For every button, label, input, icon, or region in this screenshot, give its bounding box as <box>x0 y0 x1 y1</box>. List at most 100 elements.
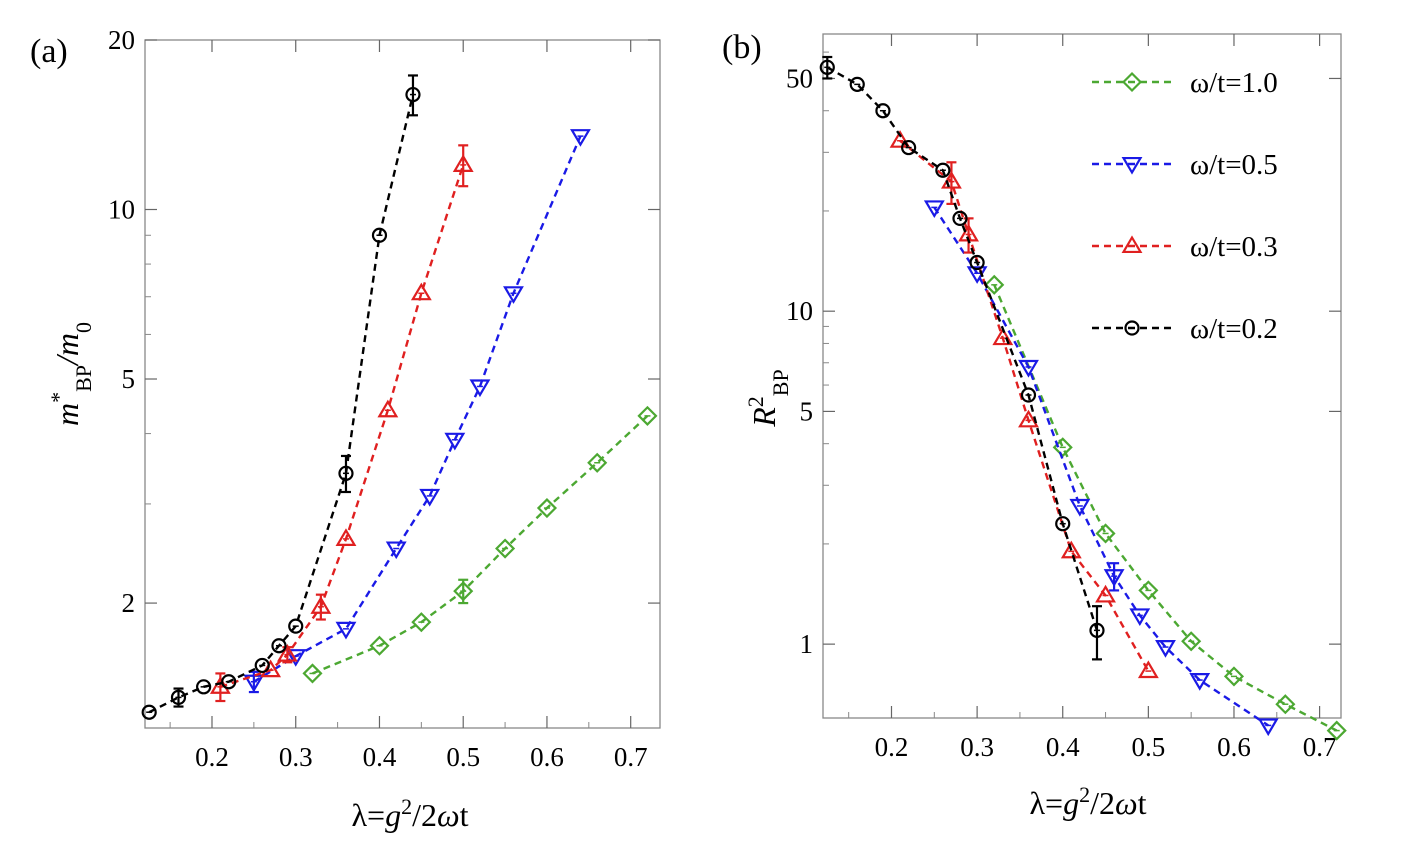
b-series-3-point-7 <box>1020 387 1037 403</box>
b-series-0-line <box>993 284 1338 732</box>
b-series-1-point-5 <box>1129 608 1151 627</box>
legend-marker-1 <box>1121 156 1143 175</box>
b-series-1-point-4 <box>1103 569 1125 587</box>
a-x-tick-label-5: 0.7 <box>614 742 648 772</box>
b-series-0-point-6 <box>1275 694 1296 715</box>
a-series-1-point-8 <box>570 129 591 147</box>
b-series-2-point-7 <box>1137 660 1159 679</box>
a-x-tick-label-3: 0.5 <box>446 742 480 772</box>
b-series-1-point-0 <box>923 200 945 219</box>
panel-a-axis-ticks: 0.2 0.3 0.4 0.5 0.6 0.7 2 5 10 20 <box>108 25 660 772</box>
b-y-tick-label-3: 50 <box>786 63 813 93</box>
a-series-0-point-6 <box>587 452 608 473</box>
panel-b-plot-frame <box>822 33 1342 719</box>
a-series-3-point-9 <box>405 86 421 103</box>
b-series-2-point-0 <box>889 130 911 148</box>
panel-b-xlabel: λ=g2/2ωt <box>1030 782 1147 822</box>
b-y-tick-label-0: 1 <box>800 629 814 659</box>
a-series-1-point-0 <box>243 674 265 693</box>
b-series-0-point-4 <box>1181 631 1202 652</box>
b-series-3-point-3 <box>901 139 917 156</box>
a-series-1 <box>243 129 591 694</box>
a-series-2-point-3 <box>310 596 332 614</box>
b-series-2 <box>889 130 1159 679</box>
b-series-3-point-2 <box>875 103 891 119</box>
a-series-0-point-5 <box>536 497 558 519</box>
panel-a-label: (a) <box>30 33 68 70</box>
b-series-2-line <box>899 139 1150 672</box>
a-series-1-point-4 <box>419 488 441 507</box>
b-series-3-point-4 <box>935 162 951 178</box>
b-series-3-line <box>826 66 1099 631</box>
b-series-3-point-9 <box>1089 622 1105 638</box>
b-series-1-point-3 <box>1069 498 1091 517</box>
a-series-3-point-8 <box>371 227 388 243</box>
legend-label-3: ω/t=0.2 <box>1190 313 1278 345</box>
panel-b-series <box>819 55 1347 741</box>
a-series-2 <box>209 144 474 703</box>
a-series-2-point-7 <box>452 154 474 172</box>
b-series-3-point-0 <box>819 59 835 75</box>
a-series-3-point-5 <box>271 638 287 654</box>
b-series-0-point-7 <box>1326 720 1347 741</box>
a-series-1-point-2 <box>335 621 357 640</box>
b-series-1-point-8 <box>1257 718 1279 737</box>
b-x-tick-label-1: 0.3 <box>960 732 994 762</box>
a-series-2-line <box>219 164 465 688</box>
panel-a-ylabel: m*BP/m0 <box>46 322 96 426</box>
b-series-1-point-7 <box>1189 673 1211 691</box>
a-series-1-point-1 <box>285 649 307 667</box>
b-series-2-point-3 <box>992 327 1014 346</box>
a-series-0-point-1 <box>369 635 390 656</box>
a-series-0-point-3 <box>453 581 474 602</box>
a-series-1-point-6 <box>469 379 491 398</box>
legend-marker-2 <box>1121 235 1143 254</box>
a-series-3 <box>141 74 421 720</box>
b-y-tick-label-2: 10 <box>786 296 813 326</box>
panel-a-series <box>141 74 658 720</box>
a-y-tick-label-2: 10 <box>108 195 135 225</box>
a-y-tick-label-1: 5 <box>122 364 136 394</box>
a-series-0-point-4 <box>495 538 516 559</box>
a-x-tick-label-4: 0.6 <box>530 742 564 772</box>
b-x-tick-label-2: 0.4 <box>1046 732 1080 762</box>
a-series-3-line <box>148 94 415 714</box>
panel-b-label: (b) <box>722 29 762 66</box>
b-series-3 <box>819 55 1105 661</box>
panel-b-axis-ticks: 0.2 0.3 0.4 0.5 0.6 0.7 1 5 10 50 <box>786 34 1341 762</box>
legend: ω/t=1.0 ω/t=0.5 ω/t=0.3 ω/t=0.2 <box>1092 67 1278 345</box>
b-series-3-point-6 <box>969 254 985 271</box>
b-series-3-point-5 <box>952 210 968 226</box>
b-x-tick-label-4: 0.6 <box>1217 732 1251 762</box>
a-series-2-point-5 <box>377 399 399 418</box>
panel-a: (a) 0.2 0.3 0.4 0.5 0.6 0.7 2 5 10 20 m*BP/m0 λ=g… <box>30 25 661 833</box>
b-y-tick-label-1: 5 <box>800 396 814 426</box>
a-series-3-point-4 <box>254 657 270 674</box>
b-series-0-point-3 <box>1138 580 1159 601</box>
a-x-tick-label-2: 0.4 <box>363 742 397 772</box>
a-series-1-point-7 <box>503 286 524 304</box>
legend-label-2: ω/t=0.3 <box>1190 231 1278 263</box>
a-series-3-point-2 <box>196 679 212 695</box>
a-series-0-point-2 <box>411 612 432 633</box>
a-series-3-point-3 <box>221 674 237 690</box>
a-x-tick-label-0: 0.2 <box>195 742 229 772</box>
legend-label-1: ω/t=0.5 <box>1190 149 1278 181</box>
a-series-3-point-6 <box>288 618 304 634</box>
b-series-1-point-6 <box>1155 640 1176 658</box>
b-x-tick-label-0: 0.2 <box>875 732 909 762</box>
a-series-0-point-0 <box>302 663 323 684</box>
b-series-2-point-5 <box>1060 540 1082 559</box>
b-series-3-point-8 <box>1055 516 1071 532</box>
b-x-tick-label-5: 0.7 <box>1303 732 1337 762</box>
a-series-3-point-1 <box>170 689 187 705</box>
b-series-1 <box>923 200 1279 737</box>
b-series-0-point-5 <box>1223 666 1245 687</box>
b-series-1-point-2 <box>1018 359 1039 378</box>
a-series-1-line <box>253 135 582 683</box>
a-series-1-point-5 <box>444 432 466 451</box>
b-series-3-point-1 <box>849 76 865 92</box>
a-series-0 <box>302 405 658 684</box>
a-series-1-point-3 <box>385 541 407 560</box>
